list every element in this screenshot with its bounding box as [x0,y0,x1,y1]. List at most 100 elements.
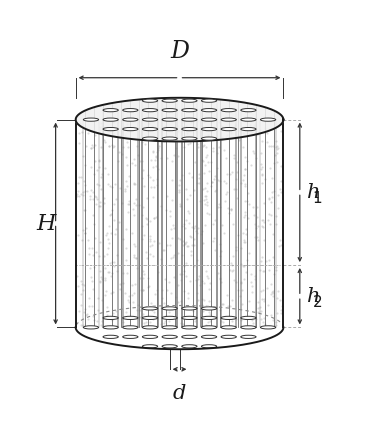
Point [132,118,138,125]
Point [261,199,267,206]
Point [111,127,117,134]
Point [259,164,265,171]
Point [204,152,210,159]
Ellipse shape [182,326,197,329]
Point [268,311,273,318]
Point [94,116,100,123]
Point [181,320,186,327]
Point [269,189,275,196]
Ellipse shape [260,326,276,329]
Point [197,198,203,205]
Point [248,270,253,278]
Point [148,299,154,307]
Ellipse shape [241,109,256,112]
Point [258,308,263,315]
Point [113,308,119,315]
Point [86,302,92,309]
Point [239,244,245,251]
Ellipse shape [201,335,217,338]
Point [152,291,158,298]
Point [92,234,98,241]
Point [178,297,184,304]
Point [206,168,212,175]
Point [147,242,152,249]
Point [217,203,223,211]
Point [77,120,83,127]
Point [146,119,152,127]
Point [95,295,101,302]
Point [138,158,144,165]
Point [241,275,247,283]
Point [191,241,197,249]
Point [127,293,132,300]
Point [107,259,113,266]
Point [97,278,103,285]
Point [242,182,248,190]
Point [98,186,104,193]
Point [195,296,201,304]
Point [175,249,181,256]
Point [237,127,243,135]
Point [188,117,194,124]
Point [253,224,259,231]
Point [177,235,183,242]
Point [254,214,260,221]
Point [207,310,213,317]
Point [93,194,99,201]
Ellipse shape [142,99,158,102]
Point [185,295,191,302]
Point [181,220,187,228]
Point [214,165,220,172]
Point [270,253,276,261]
Point [83,142,89,149]
Point [270,287,276,294]
Point [249,289,255,296]
Point [107,182,112,190]
Point [259,137,265,144]
Point [190,307,196,314]
Ellipse shape [201,307,217,310]
Point [122,256,128,263]
Point [228,205,233,212]
Point [268,212,274,219]
Point [203,268,209,275]
Point [131,181,137,188]
Point [194,289,200,296]
Ellipse shape [162,118,177,121]
Point [82,182,88,189]
Point [81,177,87,184]
Ellipse shape [142,127,158,131]
Point [231,155,236,162]
Point [261,219,267,226]
Point [124,182,130,190]
Point [221,125,227,132]
Point [278,241,284,248]
Point [75,179,81,186]
Point [108,272,114,279]
Ellipse shape [83,326,99,329]
Point [238,316,244,323]
Point [80,191,86,198]
Point [241,213,247,220]
Ellipse shape [182,335,197,338]
Point [184,129,190,136]
Point [151,237,157,244]
Point [179,252,185,259]
Point [208,183,213,190]
Point [255,308,261,315]
Point [192,276,198,283]
Point [78,321,84,328]
Point [252,276,258,283]
Point [143,249,149,256]
Point [123,225,129,232]
Point [234,158,240,165]
Point [218,247,224,254]
Point [138,306,144,313]
Point [188,233,194,240]
Point [200,239,206,246]
Point [204,180,210,187]
Ellipse shape [241,118,256,121]
Point [187,278,193,285]
Point [135,302,141,309]
Point [201,119,207,126]
